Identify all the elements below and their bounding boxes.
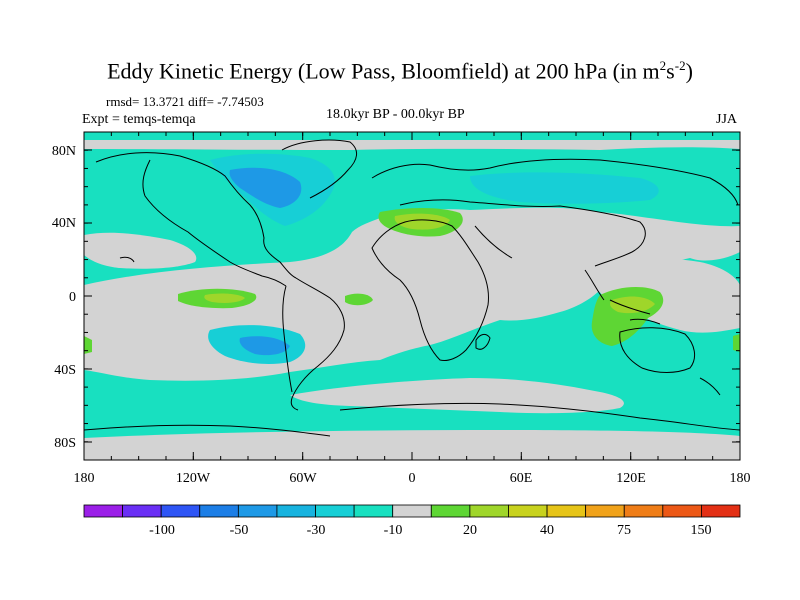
colorbar-swatch: [83, 504, 123, 518]
colorbar-swatch: [623, 504, 664, 518]
colorbar: [83, 504, 741, 518]
x-label-120e: 120E: [616, 471, 646, 486]
colorbar-swatch: [122, 504, 162, 518]
stats-label: rmsd= 13.3721 diff= -7.74503: [106, 94, 264, 109]
y-label-80n: 80N: [52, 144, 76, 159]
colorbar-label-8: 150: [691, 523, 712, 538]
colorbar-swatch: [662, 504, 702, 518]
colorbar-labels: -100 -50 -30 -10 20 40 75 150: [149, 523, 711, 538]
y-axis-labels: 80N 40N 0 40S 80S: [52, 144, 76, 451]
colorbar-swatch: [430, 504, 471, 518]
negative-regions: [208, 153, 659, 364]
colorbar-label-2: -50: [230, 523, 249, 538]
x-label-0: 0: [409, 471, 416, 486]
colorbar-swatch: [353, 504, 394, 518]
colorbar-swatch: [585, 504, 625, 518]
colorbar-swatch: [237, 504, 278, 518]
colorbar-label-3: -30: [307, 523, 326, 538]
colorbar-label-6: 40: [540, 523, 554, 538]
colorbar-swatch: [315, 504, 355, 518]
x-label-120w: 120W: [176, 471, 211, 486]
colorbar-swatch: [546, 504, 587, 518]
colorbar-swatch: [469, 504, 509, 518]
axis-ticks: [83, 131, 741, 461]
x-label-180e: 180: [730, 471, 751, 486]
positive-regions: [84, 208, 740, 354]
colorbar-label-5: 20: [463, 523, 477, 538]
colorbar-label-1: -100: [149, 523, 175, 538]
colorbar-swatch: [701, 504, 741, 518]
colorbar-swatch: [392, 504, 432, 518]
x-label-60w: 60W: [289, 471, 317, 486]
y-label-80s: 80S: [54, 436, 76, 451]
x-label-60e: 60E: [510, 471, 533, 486]
colorbar-label-4: -10: [384, 523, 403, 538]
x-axis-labels: 180 120W 60W 0 60E 120E 180: [74, 471, 751, 486]
y-label-40n: 40N: [52, 216, 76, 231]
map-panel: [84, 132, 740, 460]
y-label-40s: 40S: [54, 363, 76, 378]
coastlines: [84, 139, 740, 437]
colorbar-swatch: [160, 504, 201, 518]
colorbar-swatch: [199, 504, 239, 518]
x-label-180w: 180: [74, 471, 95, 486]
plot-title: Eddy Kinetic Energy (Low Pass, Bloomfiel…: [107, 58, 693, 84]
season-label: JJA: [716, 112, 738, 127]
colorbar-swatch: [276, 504, 316, 518]
colorbar-label-7: 75: [617, 523, 631, 538]
y-label-0: 0: [69, 290, 76, 305]
period-label: 18.0kyr BP - 00.0kyr BP: [326, 107, 465, 122]
colorbar-swatch: [508, 504, 548, 518]
experiment-label: Expt = temqs-temqa: [82, 112, 196, 127]
